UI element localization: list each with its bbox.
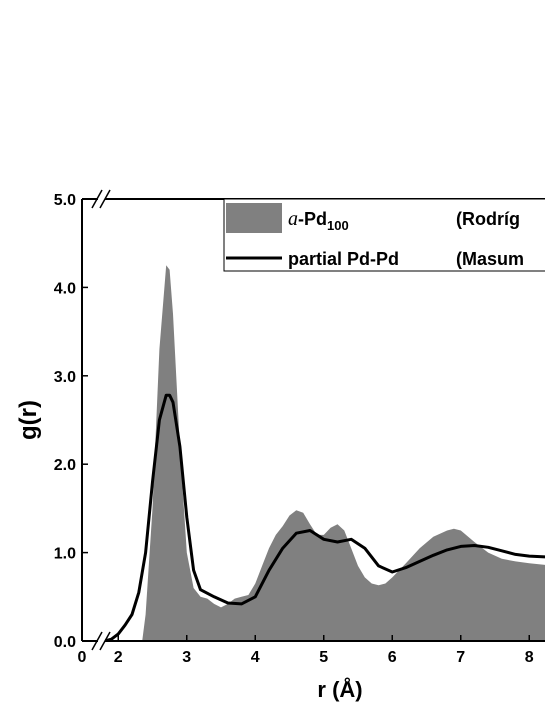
legend-reference: (Rodríg bbox=[456, 209, 520, 229]
axis-break bbox=[91, 189, 111, 651]
x-tick-label: 4 bbox=[251, 649, 260, 666]
y-tick-label: 0.0 bbox=[54, 634, 76, 651]
y-tick-label: 3.0 bbox=[54, 369, 76, 386]
legend-label: partial Pd-Pd bbox=[288, 249, 399, 269]
x-tick-label: 6 bbox=[388, 649, 397, 666]
x-tick-label: 2 bbox=[114, 649, 123, 666]
line bbox=[104, 393, 545, 641]
x-tick-label: 8 bbox=[525, 649, 534, 666]
plot-area bbox=[104, 265, 545, 641]
y-axis-label: g(r) bbox=[15, 400, 42, 440]
legend-label: a-Pd100 bbox=[288, 208, 349, 233]
y-tick-label: 5.0 bbox=[54, 192, 76, 209]
legend-reference: (Masum bbox=[456, 249, 524, 269]
x-tick-label: 7 bbox=[456, 649, 465, 666]
y-tick-label: 4.0 bbox=[54, 280, 76, 297]
x-tick-label: 5 bbox=[319, 649, 328, 666]
legend-swatch bbox=[226, 203, 282, 233]
x-axis-label: r (Å) bbox=[317, 676, 362, 702]
y-tick-label: 2.0 bbox=[54, 457, 76, 474]
x-tick-label: 3 bbox=[182, 649, 191, 666]
x-tick-label: 0 bbox=[78, 649, 87, 666]
area bbox=[142, 265, 545, 641]
y-tick-label: 1.0 bbox=[54, 546, 76, 563]
